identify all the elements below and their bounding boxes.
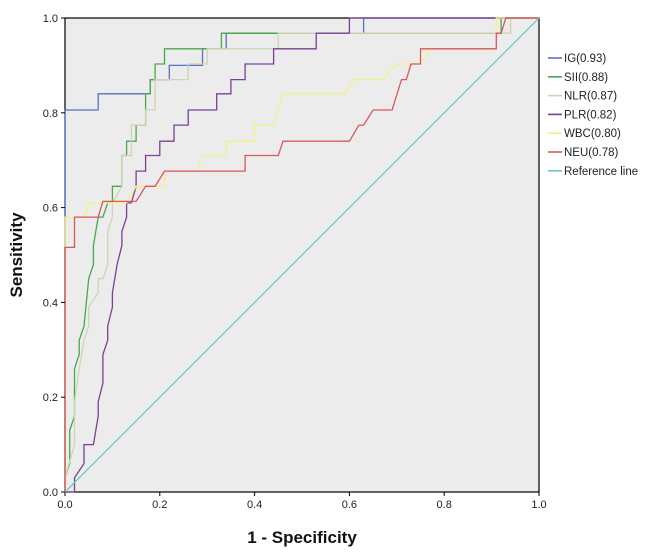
x-tick-label: 0.8 — [437, 499, 452, 511]
legend-label-wbc: WBC(0.80) — [564, 128, 621, 140]
legend-label-ig: IG(0.93) — [564, 53, 606, 65]
x-tick-label: 1.0 — [531, 499, 546, 511]
y-tick-label: 0.4 — [43, 297, 58, 309]
x-tick-label: 0.6 — [342, 499, 357, 511]
x-tick-label: 0.4 — [247, 499, 262, 511]
roc-curve-reference-line — [64, 17, 540, 493]
x-axis-ticks: 0.0 0.2 0.4 0.6 0.8 1.0 — [57, 492, 547, 511]
y-tick-label: 1.0 — [43, 13, 58, 25]
y-tick-label: 0.6 — [43, 203, 58, 215]
legend-label-reference-line: Reference line — [564, 166, 638, 178]
legend-label-nlr: NLR(0.87) — [564, 91, 617, 103]
legend-label-neu: NEU(0.78) — [564, 147, 618, 159]
legend-label-sii: SII(0.88) — [564, 72, 608, 84]
x-axis-title: 1 - Specificity — [247, 528, 357, 547]
y-tick-label: 0.2 — [43, 392, 58, 404]
x-tick-label: 0.2 — [152, 499, 167, 511]
series-layer — [64, 17, 540, 493]
x-tick-label: 0.0 — [57, 499, 72, 511]
roc-curve-plr — [65, 17, 539, 493]
legend: IG(0.93) SII(0.88) NLR(0.87) PLR(0.82) WBC(0… — [548, 53, 638, 178]
y-axis-title: Sensitivity — [7, 212, 26, 298]
y-axis-ticks: 0.0 0.2 0.4 0.6 0.8 1.0 — [43, 13, 65, 499]
y-tick-label: 0.8 — [43, 108, 58, 120]
legend-label-plr: PLR(0.82) — [564, 109, 617, 121]
roc-curve-nlr — [64, 17, 539, 492]
roc-curve-neu — [64, 17, 539, 492]
y-tick-label: 0.0 — [43, 487, 58, 499]
